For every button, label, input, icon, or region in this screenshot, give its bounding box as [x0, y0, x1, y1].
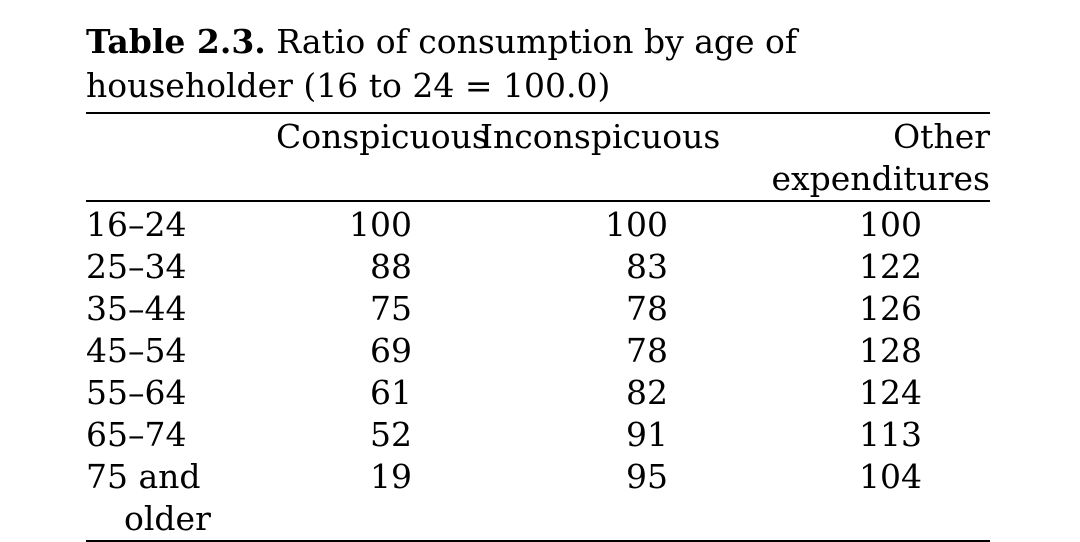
- table-caption: Table 2.3. Ratio of consumption by age o…: [86, 20, 992, 108]
- table-cell: 78: [626, 289, 668, 328]
- table-cell: 88: [370, 247, 412, 286]
- header-row: Conspicuous Inconspicuous Other expendit…: [86, 113, 990, 202]
- table-cell: 122: [859, 247, 922, 286]
- table-row: 65–74 52 91 113: [86, 414, 990, 456]
- table-cell: 124: [859, 373, 922, 412]
- table-cell: 113: [859, 415, 922, 454]
- table-cell: 75: [370, 289, 412, 328]
- table-cell: 82: [626, 373, 668, 412]
- row-header-age: 65–74: [86, 415, 187, 454]
- table-cell: 19: [370, 457, 412, 496]
- table-row: 75 and older 19 95 104: [86, 456, 990, 541]
- table-cell: 128: [859, 331, 922, 370]
- row-header-age: 25–34: [86, 247, 187, 286]
- row-header-age: 35–44: [86, 289, 187, 328]
- column-header-inconspicuous: Inconspicuous: [480, 113, 736, 202]
- table-cell: 100: [349, 205, 412, 244]
- table-cell: 52: [370, 415, 412, 454]
- table-row: 16–24 100 100 100: [86, 201, 990, 246]
- table-cell: 61: [370, 373, 412, 412]
- table-cell: 78: [626, 331, 668, 370]
- table-cell: 91: [626, 415, 668, 454]
- column-header-conspicuous: Conspicuous: [276, 113, 489, 202]
- table-cell: 126: [859, 289, 922, 328]
- table-cell: 100: [605, 205, 668, 244]
- table-cell: 69: [370, 331, 412, 370]
- row-header-age: 75 and older: [86, 457, 211, 538]
- consumption-ratio-table: Conspicuous Inconspicuous Other expendit…: [86, 112, 990, 542]
- table-cell: 95: [626, 457, 668, 496]
- row-header-age: 55–64: [86, 373, 187, 412]
- table-row: 25–34 88 83 122: [86, 246, 990, 288]
- column-header-age: [86, 113, 276, 202]
- column-header-other: Other expenditures: [736, 113, 990, 202]
- table-caption-text: Ratio of consumption by age of household…: [86, 22, 798, 105]
- table-row: 55–64 61 82 124: [86, 372, 990, 414]
- row-header-age: 45–54: [86, 331, 187, 370]
- table-row: 45–54 69 78 128: [86, 330, 990, 372]
- table-cell: 104: [859, 457, 922, 496]
- table-cell: 100: [859, 205, 922, 244]
- table-row: 35–44 75 78 126: [86, 288, 990, 330]
- table-caption-label: Table 2.3.: [86, 22, 266, 61]
- table-cell: 83: [626, 247, 668, 286]
- row-header-age: 16–24: [86, 205, 187, 244]
